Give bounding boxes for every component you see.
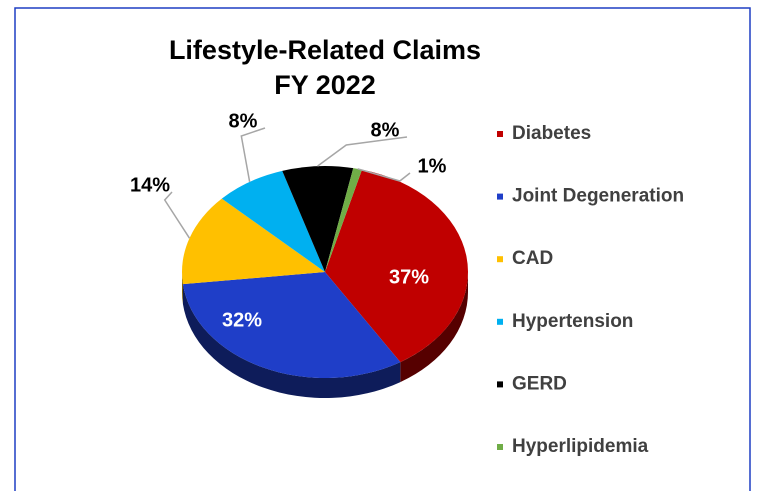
data-label: 8%: [371, 119, 400, 141]
legend-label: Hyperlipidemia: [512, 436, 649, 457]
legend-label: Hypertension: [512, 311, 633, 332]
data-label: 1%: [418, 155, 447, 177]
data-label: 32%: [222, 309, 262, 331]
legend-swatch: [497, 131, 503, 137]
slice: [221, 170, 325, 272]
leader-line: [357, 168, 411, 182]
leader-line: [317, 136, 408, 167]
chart-title: Lifestyle-Related Claims: [169, 35, 481, 65]
chart-title: FY 2022: [274, 70, 376, 100]
data-label: 14%: [130, 174, 170, 196]
legend-label: Joint Degeneration: [512, 186, 684, 207]
legend-swatch: [497, 256, 503, 263]
slice: [282, 165, 354, 272]
leader-line: [163, 191, 191, 239]
legend-label: CAD: [512, 248, 553, 269]
slice: [181, 198, 325, 285]
legend-swatch: [497, 381, 503, 388]
legend-swatch: [497, 318, 503, 325]
slice-side: [182, 272, 183, 305]
chart-border: [14, 7, 751, 491]
slice: [325, 169, 469, 363]
legend-swatch: [497, 444, 503, 450]
data-label: 37%: [389, 266, 429, 288]
data-label: 8%: [229, 110, 258, 132]
legend-label: GERD: [512, 373, 567, 394]
slice: [325, 168, 363, 272]
legend-label: Diabetes: [512, 123, 591, 144]
slice-side: [400, 272, 468, 383]
slice-side: [182, 284, 401, 399]
leader-line: [240, 127, 266, 183]
slice: [182, 272, 401, 379]
legend-swatch: [497, 193, 503, 200]
